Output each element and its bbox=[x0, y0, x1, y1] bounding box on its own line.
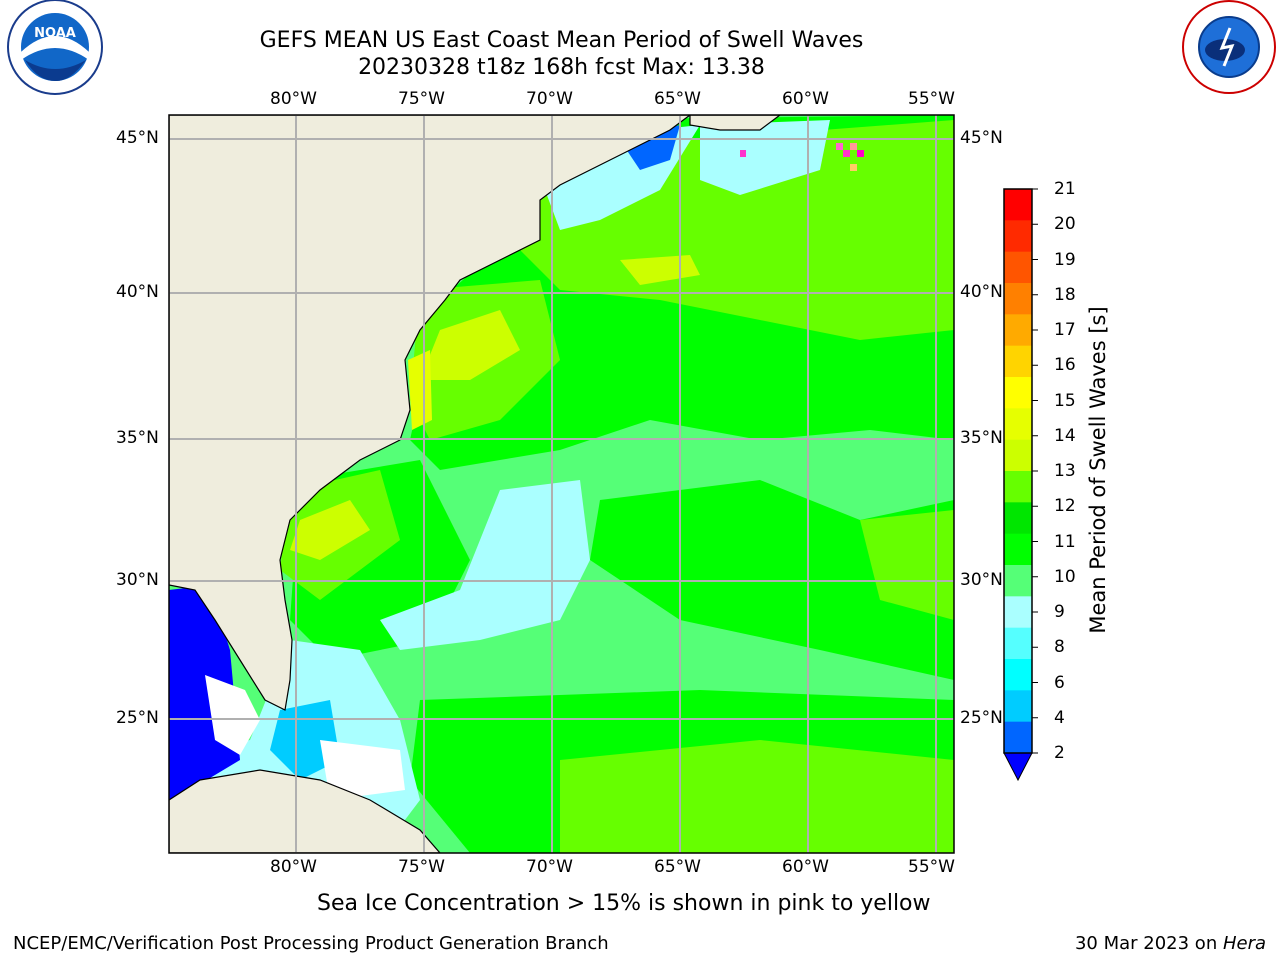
page-title: GEFS MEAN US East Coast Mean Period of S… bbox=[259, 28, 864, 53]
colorbar-tick-label: 14 bbox=[1054, 425, 1076, 446]
sea-ice-note: Sea Ice Concentration > 15% is shown in … bbox=[317, 891, 931, 916]
lat-label-right: 35°N bbox=[960, 428, 1003, 448]
lon-label-bottom: 75°W bbox=[398, 857, 445, 877]
colorbar-tick-label: 16 bbox=[1054, 355, 1076, 376]
noaa-logo-icon: NOAA bbox=[7, 0, 103, 95]
lat-label-right: 30°N bbox=[960, 570, 1003, 590]
colorbar bbox=[1004, 188, 1038, 754]
footer-host: Hera bbox=[1222, 933, 1266, 954]
colorbar-swatch bbox=[1004, 627, 1032, 660]
colorbar-tick-label: 10 bbox=[1054, 566, 1076, 587]
page-subtitle: 20230328 t18z 168h fcst Max: 13.38 bbox=[358, 55, 765, 80]
missing-data-area bbox=[205, 675, 260, 755]
swell-period-field bbox=[169, 585, 240, 800]
colorbar-swatch bbox=[1004, 721, 1032, 754]
lon-label-bottom: 80°W bbox=[270, 857, 317, 877]
lon-label-bottom: 55°W bbox=[908, 857, 955, 877]
colorbar-extend-min bbox=[1003, 752, 1033, 782]
swell-period-field bbox=[560, 740, 954, 853]
lat-label-left: 30°N bbox=[116, 570, 159, 590]
lat-label-right: 40°N bbox=[960, 282, 1003, 302]
swell-period-field bbox=[380, 480, 590, 650]
lon-label-top: 80°W bbox=[270, 89, 317, 109]
colorbar-tick-label: 9 bbox=[1054, 602, 1065, 622]
swell-period-field bbox=[420, 310, 520, 380]
national-weather-service-logo-icon bbox=[1182, 0, 1276, 94]
sea-ice-cell bbox=[740, 150, 746, 157]
graticule bbox=[169, 115, 954, 853]
lat-label-left: 25°N bbox=[116, 708, 159, 728]
colorbar-swatch bbox=[1004, 565, 1032, 597]
map-panel bbox=[169, 115, 954, 853]
colorbar-swatch bbox=[1004, 220, 1032, 253]
colorbar-tick-label: 17 bbox=[1054, 320, 1076, 340]
land-nova-scotia bbox=[689, 115, 781, 131]
colorbar-swatch bbox=[1004, 408, 1032, 441]
swell-period-field bbox=[860, 510, 954, 620]
lon-label-top: 60°W bbox=[782, 89, 829, 109]
colorbar-swatch bbox=[1004, 377, 1032, 409]
sea-ice-cell bbox=[836, 143, 843, 150]
lat-label-right: 25°N bbox=[960, 708, 1003, 728]
svg-text:NOAA: NOAA bbox=[34, 26, 76, 41]
swell-period-field bbox=[408, 350, 432, 430]
colorbar-swatch bbox=[1004, 596, 1032, 629]
colorbar-tick-label: 6 bbox=[1054, 672, 1065, 693]
sea-ice-cell bbox=[843, 150, 850, 157]
colorbar-tick-label: 15 bbox=[1054, 390, 1076, 411]
colorbar-tick-label: 12 bbox=[1054, 496, 1076, 517]
lon-label-bottom: 60°W bbox=[782, 857, 829, 877]
colorbar-swatch bbox=[1004, 251, 1032, 284]
footer-credit: NCEP/EMC/Verification Post Processing Pr… bbox=[13, 933, 609, 954]
colorbar-swatch bbox=[1004, 345, 1032, 378]
colorbar-tick-label: 13 bbox=[1054, 461, 1076, 481]
colorbar-tick-label: 4 bbox=[1054, 707, 1065, 728]
land-cuba bbox=[169, 769, 441, 853]
colorbar-title: Mean Period of Swell Waves [s] bbox=[1086, 306, 1110, 634]
lat-label-right: 45°N bbox=[960, 128, 1003, 148]
sea-ice-cell bbox=[850, 143, 857, 150]
colorbar-swatch bbox=[1004, 533, 1032, 566]
colorbar-tick-label: 20 bbox=[1054, 214, 1076, 235]
colorbar-tick-label: 2 bbox=[1054, 743, 1065, 763]
colorbar-swatch bbox=[1004, 471, 1032, 503]
colorbar-swatch bbox=[1004, 283, 1032, 315]
lon-label-top: 75°W bbox=[398, 89, 445, 109]
footer-date-text: 30 Mar 2023 on bbox=[1074, 933, 1223, 954]
colorbar-tick-label: 18 bbox=[1054, 284, 1076, 305]
sea-ice-cell bbox=[850, 164, 857, 171]
lon-label-top: 70°W bbox=[526, 89, 573, 109]
sea-ice-cell bbox=[857, 150, 864, 157]
colorbar-tick-label: 21 bbox=[1054, 179, 1076, 199]
lon-label-top: 65°W bbox=[654, 89, 701, 109]
missing-data-area bbox=[320, 740, 405, 800]
map-frame bbox=[168, 114, 955, 854]
colorbar-swatch bbox=[1004, 439, 1032, 472]
footer-date: 30 Mar 2023 on Hera bbox=[1075, 933, 1266, 954]
colorbar-swatch bbox=[1004, 659, 1032, 691]
lat-label-left: 45°N bbox=[116, 128, 159, 148]
swell-period-field bbox=[290, 500, 370, 560]
lon-label-bottom: 65°W bbox=[654, 857, 701, 877]
colorbar-swatch bbox=[1004, 314, 1032, 347]
colorbar-swatch bbox=[1004, 189, 1032, 221]
lat-label-left: 40°N bbox=[116, 282, 159, 302]
colorbar-tick-label: 11 bbox=[1054, 531, 1076, 552]
colorbar-swatch bbox=[1004, 690, 1032, 723]
colorbar-tick-label: 19 bbox=[1054, 249, 1076, 270]
lat-label-left: 35°N bbox=[116, 428, 159, 448]
lon-label-top: 55°W bbox=[908, 89, 955, 109]
colorbar-tick-label: 8 bbox=[1054, 637, 1065, 658]
lon-label-bottom: 70°W bbox=[526, 857, 573, 877]
colorbar-swatch bbox=[1004, 502, 1032, 535]
colorbar-frame bbox=[1003, 188, 1033, 754]
